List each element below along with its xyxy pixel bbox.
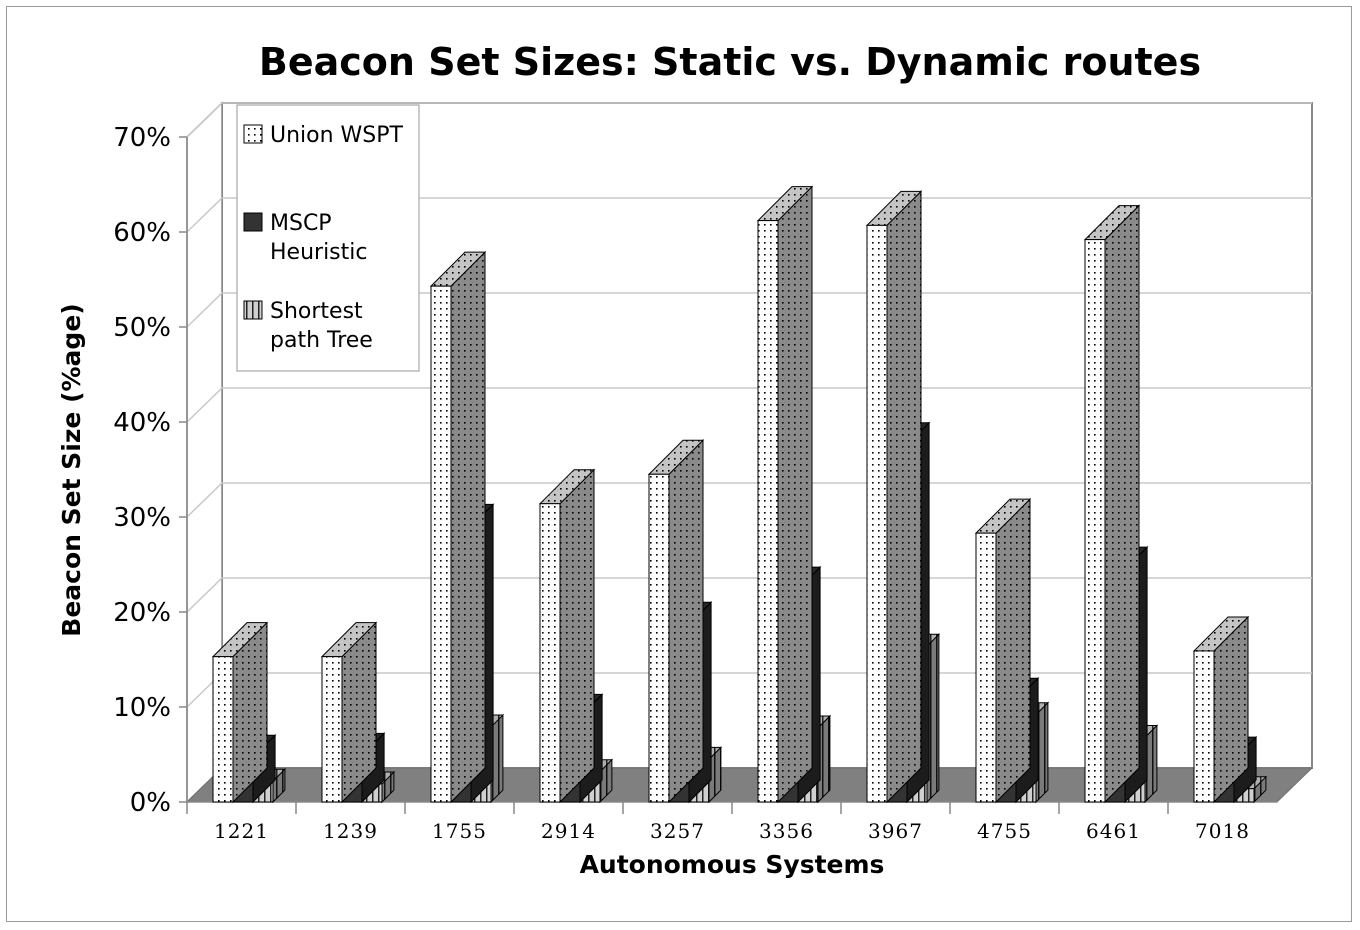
y-tick-label: 0% (130, 788, 171, 818)
bar-union-wspt (320, 621, 378, 804)
legend-label: Shortest (270, 299, 363, 324)
y-axis-title: Beacon Set Size (%age) (57, 303, 86, 636)
bar-side (450, 250, 486, 804)
bar-front (430, 285, 452, 803)
y-tick-label: 40% (113, 408, 171, 438)
bar-union-wspt (647, 439, 705, 804)
y-tick-label: 20% (113, 598, 171, 628)
bar-side (559, 468, 595, 804)
legend-box (236, 104, 420, 372)
bars (211, 185, 1268, 804)
x-tick-label: 6461 (1086, 819, 1141, 843)
bar-union-wspt (974, 497, 1032, 804)
bar-union-wspt (865, 190, 923, 804)
x-tick-label: 3356 (759, 819, 814, 843)
legend-item: Union WSPT (243, 123, 404, 148)
bar-side (668, 439, 704, 804)
legend-label: Union WSPT (270, 123, 404, 148)
gridline (186, 482, 1312, 518)
legend-item: Shortest path Tree (243, 299, 373, 353)
x-tick-label: 3967 (868, 819, 923, 843)
x-tick-label: 1755 (432, 819, 487, 843)
y-tick-label: 70% (113, 123, 171, 153)
legend-swatch (243, 212, 263, 232)
y-tick-label: 60% (113, 218, 171, 248)
legend-label: path Tree (270, 328, 373, 353)
bar-front (539, 503, 561, 803)
y-tick-labels: 0% 10% 20% 30% 40% 50% 60% 70% (113, 123, 171, 818)
legend-swatch (243, 300, 263, 320)
legend: Union WSPT MSCP Heuristic Shortest path Tree (236, 104, 420, 372)
bar-front (975, 532, 997, 803)
x-tick-label: 2914 (541, 819, 596, 843)
bar-front (1084, 239, 1106, 803)
legend-item: MSCP Heuristic (243, 211, 367, 265)
gridline (186, 577, 1312, 613)
gridline (186, 102, 1312, 138)
x-tick-label: 3257 (650, 819, 705, 843)
bar-front (757, 220, 779, 803)
chart-title: Beacon Set Sizes: Static vs. Dynamic rou… (259, 40, 1201, 84)
bar-front (321, 656, 343, 803)
x-tick-label: 4755 (977, 819, 1032, 843)
bar-union-wspt (429, 250, 487, 804)
bar-union-wspt (211, 621, 269, 804)
y-tick-label: 30% (113, 503, 171, 533)
gridline (186, 197, 1312, 233)
bar-union-wspt (538, 468, 596, 804)
bar-union-wspt (1083, 204, 1141, 804)
x-axis-title: Autonomous Systems (580, 850, 885, 879)
bar-front (212, 656, 234, 803)
bar-side (777, 185, 813, 804)
legend-label: MSCP (270, 211, 332, 236)
bar-union-wspt (1192, 615, 1250, 804)
x-tick-label: 7018 (1195, 819, 1250, 843)
x-tick-label: 1239 (323, 819, 378, 843)
gridline (186, 387, 1312, 423)
y-tick-label: 10% (113, 693, 171, 723)
legend-swatch (243, 124, 263, 144)
bar-front (866, 224, 888, 803)
x-tick-label: 1221 (214, 819, 269, 843)
gridline (186, 292, 1312, 328)
bar-side (886, 190, 922, 804)
y-tick-label: 50% (113, 313, 171, 343)
bar-side (995, 497, 1031, 804)
x-tick-labels: 1221 1239 1755 2914 3257 3356 3967 4755 6461 7018 (214, 819, 1250, 843)
bar-front (1193, 650, 1215, 803)
bar-side (1104, 204, 1140, 804)
bar-front (648, 473, 670, 803)
bar-union-wspt (756, 185, 814, 804)
legend-label: Heuristic (270, 240, 367, 265)
